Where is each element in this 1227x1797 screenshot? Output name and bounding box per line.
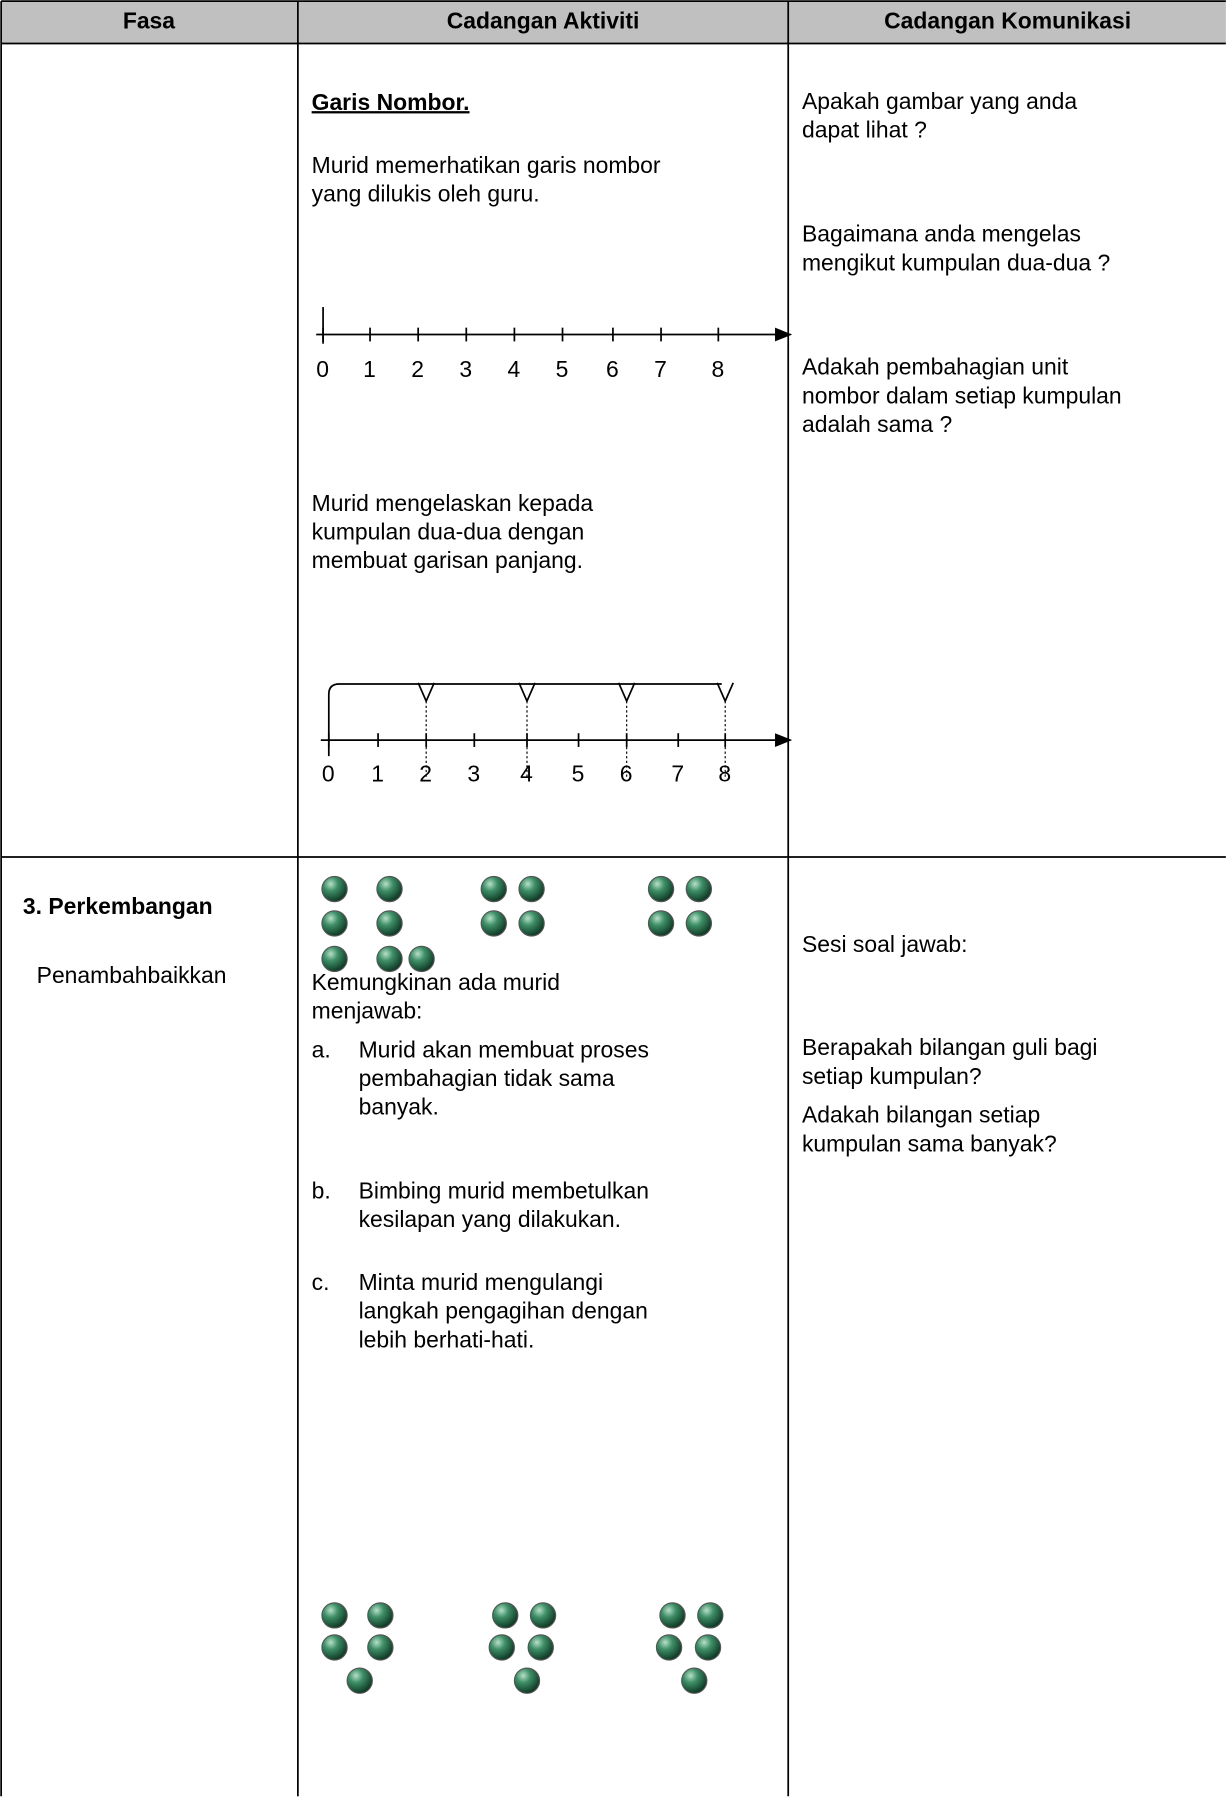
list-item-line: banyak. [358,1095,439,1121]
marble [655,1634,683,1661]
number-label: 7 [671,761,685,788]
marble [346,1667,373,1694]
question-line: nombor dalam setiap kumpulan [801,383,1122,410]
marble [321,875,348,903]
marble [376,910,403,937]
marble [492,1602,519,1629]
number-label: 0 [321,761,335,788]
number-label: 6 [606,357,619,383]
number-label: 7 [654,357,667,383]
list-marker: c. [311,1270,330,1296]
marble [376,875,403,903]
column-header: Cadangan Komunikasi [884,9,1132,35]
grouping-hook [417,682,435,704]
question-line: Berapakah bilangan guli bagi [801,1035,1098,1061]
question-line: Adakah bilangan setiap [801,1103,1041,1129]
number-label: 4 [507,357,521,383]
number-label: 6 [619,761,633,788]
question-line: Sesi soal jawab: [801,932,968,958]
question-line: adalah sama ? [801,412,953,438]
marble [321,910,348,937]
marble [694,1634,722,1661]
list-item-line: pembahagian tidak sama [358,1066,615,1092]
question-line: kumpulan sama banyak? [801,1131,1057,1158]
paragraph-line: Murid memerhatikan garis nombor [311,153,661,179]
paragraph-line: kumpulan dua-dua dengan [311,520,585,546]
grouping-brace [327,683,722,757]
number-label: 5 [571,761,585,788]
question-line: Adakah pembahagian unit [801,355,1069,381]
marble [408,945,435,973]
number-label: 2 [411,357,425,383]
question-line: Apakah gambar yang anda [801,89,1078,115]
marble [321,1602,348,1629]
section-heading: Garis Nombor. [311,90,470,116]
number-label: 8 [718,761,732,788]
number-label: 0 [316,357,329,383]
marble [647,910,675,937]
list-item-line: kesilapan yang dilakukan. [358,1207,622,1233]
marble [376,945,403,973]
question-line: mengikut kumpulan dua-dua ? [801,250,1111,277]
number-label: 2 [419,761,433,788]
marble [697,1602,724,1629]
marble [367,1602,394,1629]
marble [685,875,713,903]
grouping-hook [617,682,636,704]
grouping-hook [518,682,536,704]
paragraph-line: menjawab: [311,999,423,1025]
marble [480,875,507,903]
phase-title: 3. Perkembangan [22,894,213,920]
paragraph-line: Murid mengelaskan kepada [311,491,594,517]
number-label: 3 [459,357,473,383]
marble [659,1602,686,1629]
marble [647,875,675,903]
paragraph-line: membuat garisan panjang. [311,548,583,574]
number-label: 3 [467,761,481,788]
number-label: 5 [555,357,569,383]
number-label: 8 [711,357,725,383]
marble [681,1667,708,1694]
number-label: 1 [371,761,384,788]
number-label: 4 [520,761,533,788]
question-line: Bagaimana anda mengelas [801,222,1081,248]
paragraph-line: yang dilukis oleh guru. [311,182,540,208]
phase-subtitle: Penambahbaikkan [36,963,227,989]
question-line: dapat lihat ? [801,118,927,144]
marble [527,1634,554,1661]
marble [513,1667,541,1694]
list-marker: a. [311,1037,331,1064]
question-line: setiap kumpulan? [801,1064,982,1090]
grouping-hook [716,682,735,704]
list-item-line: Murid akan membuat proses [358,1037,649,1064]
list-item-line: langkah pengagihan dengan [358,1299,648,1325]
header-bg [1,1,1226,44]
marble [321,945,348,973]
number-label: 1 [363,357,376,383]
marble [480,910,507,937]
marble [518,910,545,937]
column-header: Cadangan Aktiviti [446,9,640,35]
list-item-line: lebih berhati-hati. [358,1327,535,1354]
list-marker: b. [311,1178,331,1205]
list-item-line: Bimbing murid membetulkan [358,1178,649,1205]
marble [321,1634,348,1661]
marble [685,910,713,937]
marble [518,875,545,903]
list-item-line: Minta murid mengulangi [358,1270,604,1296]
paragraph-line: Kemungkinan ada murid [311,970,560,996]
marble [488,1634,515,1661]
marble [367,1634,394,1661]
column-header: Fasa [122,9,176,35]
marble [529,1602,557,1629]
